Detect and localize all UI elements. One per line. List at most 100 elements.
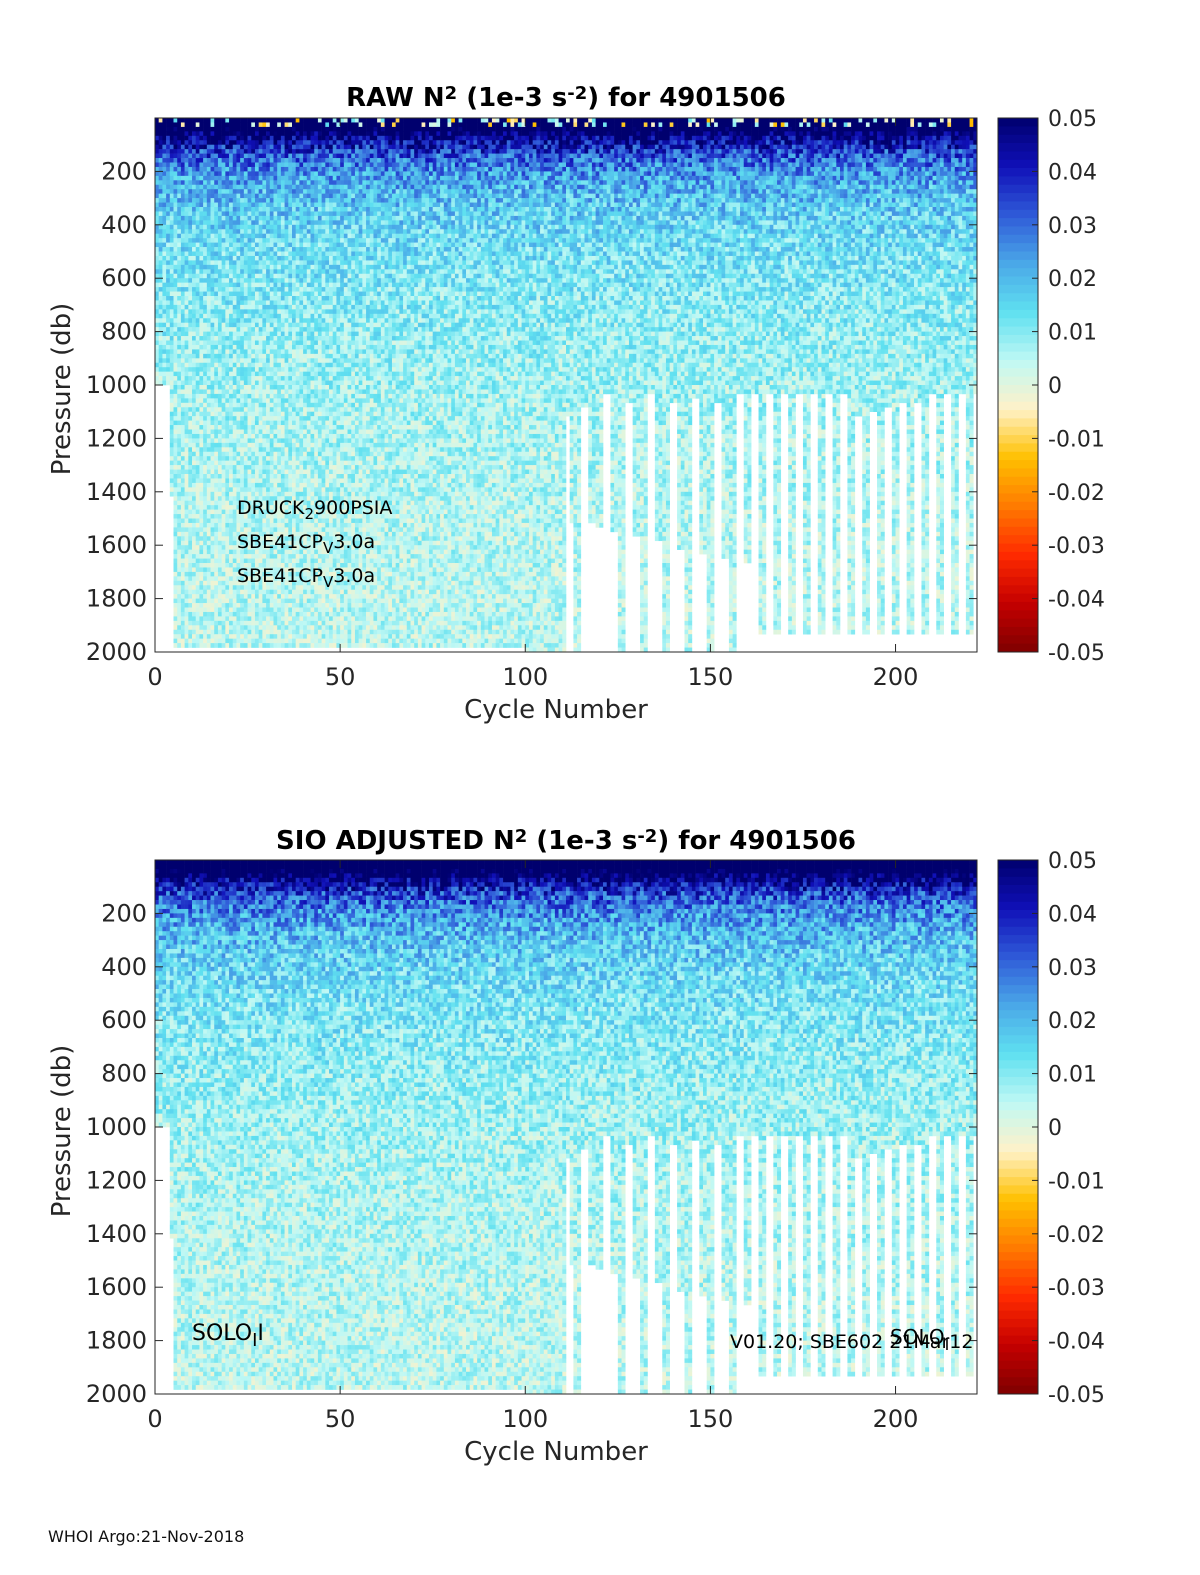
heatmap-cell bbox=[222, 278, 226, 283]
heatmap-cell bbox=[199, 225, 203, 230]
heatmap-cell bbox=[203, 185, 207, 190]
heatmap-cell bbox=[214, 501, 218, 506]
heatmap-cell bbox=[174, 612, 178, 617]
heatmap-cell bbox=[177, 527, 181, 532]
heatmap-cell bbox=[162, 163, 166, 168]
heatmap-cell bbox=[185, 158, 189, 163]
heatmap-cell bbox=[170, 256, 174, 261]
heatmap-cell bbox=[218, 278, 222, 283]
heatmap-cell bbox=[174, 634, 178, 639]
heatmap-cell bbox=[207, 327, 211, 332]
heatmap-cell bbox=[214, 287, 218, 292]
heatmap-cell bbox=[218, 643, 222, 648]
heatmap-cell bbox=[211, 216, 215, 221]
heatmap-cell bbox=[155, 149, 159, 154]
heatmap-cell bbox=[185, 487, 189, 492]
heatmap-cell bbox=[192, 296, 196, 301]
heatmap-cell bbox=[211, 234, 215, 239]
heatmap-cell bbox=[207, 145, 211, 150]
heatmap-cell bbox=[162, 341, 166, 346]
heatmap-cell bbox=[222, 412, 226, 417]
heatmap-cell bbox=[177, 354, 181, 359]
heatmap-cell bbox=[181, 532, 185, 537]
heatmap-cell bbox=[181, 407, 185, 412]
heatmap-cell bbox=[192, 238, 196, 243]
heatmap-cell bbox=[218, 621, 222, 626]
heatmap-cell bbox=[181, 367, 185, 372]
heatmap-cell bbox=[159, 269, 163, 274]
heatmap-cell bbox=[177, 483, 181, 488]
heatmap-cell bbox=[170, 118, 174, 123]
heatmap-cell bbox=[185, 145, 189, 150]
heatmap-cell bbox=[199, 274, 203, 279]
heatmap-cell bbox=[170, 314, 174, 319]
heatmap-cell bbox=[211, 425, 215, 430]
heatmap-cell bbox=[192, 385, 196, 390]
heatmap-cell bbox=[218, 478, 222, 483]
heatmap-cell bbox=[177, 238, 181, 243]
heatmap-cell bbox=[177, 590, 181, 595]
heatmap-cell bbox=[181, 327, 185, 332]
heatmap-cell bbox=[218, 314, 222, 319]
heatmap-cell bbox=[218, 296, 222, 301]
heatmap-cell bbox=[192, 229, 196, 234]
heatmap-cell bbox=[192, 314, 196, 319]
heatmap-cell bbox=[177, 367, 181, 372]
heatmap-cell bbox=[177, 603, 181, 608]
heatmap-cell bbox=[218, 523, 222, 528]
heatmap-cell bbox=[181, 590, 185, 595]
heatmap-cell bbox=[203, 563, 207, 568]
heatmap-cell bbox=[159, 372, 163, 377]
heatmap-cell bbox=[170, 167, 174, 172]
heatmap-cell bbox=[214, 572, 218, 577]
heatmap-cell bbox=[203, 590, 207, 595]
heatmap-cell bbox=[192, 252, 196, 257]
heatmap-cell bbox=[181, 211, 185, 216]
heatmap-cell bbox=[225, 309, 229, 314]
heatmap-cell bbox=[199, 412, 203, 417]
heatmap-cell bbox=[225, 349, 229, 354]
heatmap-cell bbox=[177, 554, 181, 559]
heatmap-cell bbox=[211, 167, 215, 172]
heatmap-cell bbox=[188, 425, 192, 430]
heatmap-cell bbox=[225, 225, 229, 230]
heatmap-cell bbox=[207, 474, 211, 479]
heatmap-cell bbox=[188, 189, 192, 194]
heatmap-cell bbox=[203, 341, 207, 346]
heatmap-cell bbox=[192, 354, 196, 359]
heatmap-cell bbox=[181, 456, 185, 461]
heatmap-cell bbox=[170, 483, 174, 488]
heatmap-cell bbox=[185, 118, 189, 123]
heatmap-cell bbox=[211, 145, 215, 150]
heatmap-cell bbox=[192, 149, 196, 154]
heatmap-cell bbox=[185, 207, 189, 212]
heatmap-cell bbox=[181, 639, 185, 644]
heatmap-cell bbox=[159, 207, 163, 212]
heatmap-cell bbox=[196, 220, 200, 225]
heatmap-cell bbox=[174, 314, 178, 319]
heatmap-cell bbox=[174, 559, 178, 564]
heatmap-cell bbox=[159, 247, 163, 252]
heatmap-cell bbox=[225, 194, 229, 199]
heatmap-cell bbox=[218, 274, 222, 279]
heatmap-cell bbox=[211, 430, 215, 435]
heatmap-cell bbox=[207, 283, 211, 288]
heatmap-cell bbox=[174, 478, 178, 483]
heatmap-cell bbox=[162, 367, 166, 372]
heatmap-cell bbox=[155, 176, 159, 181]
heatmap-cell bbox=[188, 639, 192, 644]
heatmap-cell bbox=[174, 274, 178, 279]
heatmap-cell bbox=[192, 536, 196, 541]
heatmap-cell bbox=[166, 211, 170, 216]
heatmap-cell bbox=[199, 487, 203, 492]
heatmap-cell bbox=[196, 203, 200, 208]
heatmap-cell bbox=[174, 385, 178, 390]
heatmap-cell bbox=[196, 501, 200, 506]
heatmap-cell bbox=[207, 421, 211, 426]
heatmap-cell bbox=[207, 354, 211, 359]
heatmap-cell bbox=[155, 278, 159, 283]
heatmap-cell bbox=[192, 407, 196, 412]
heatmap-cell bbox=[222, 381, 226, 386]
heatmap-cell bbox=[192, 425, 196, 430]
heatmap-cell bbox=[185, 163, 189, 168]
